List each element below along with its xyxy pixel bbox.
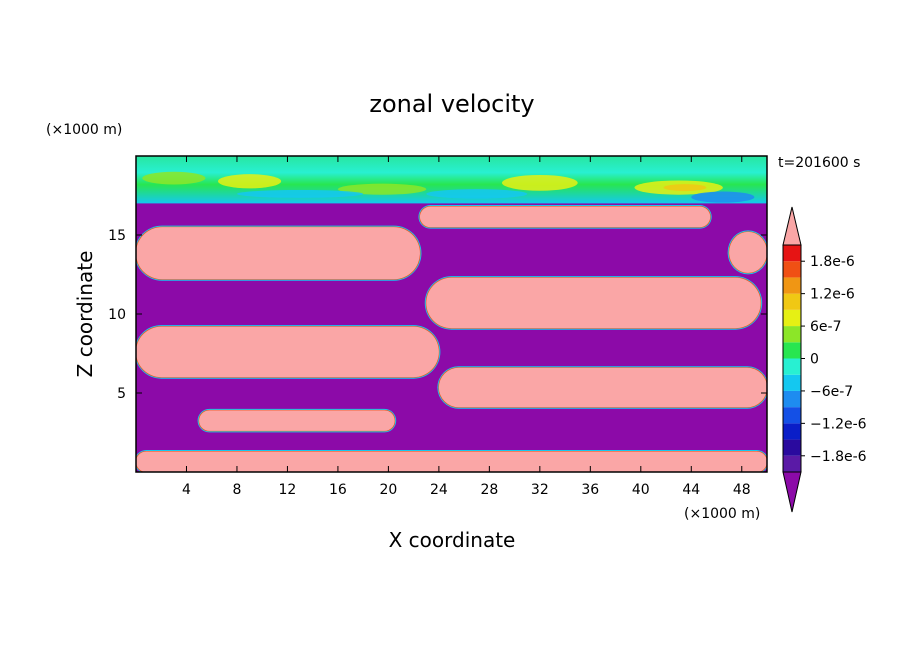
colorbar-label: 1.2e-6 [810, 287, 855, 303]
colorbar-swatch [783, 358, 801, 375]
x-tick-label: 44 [682, 482, 700, 498]
colorbar-label: −1.2e-6 [810, 416, 867, 432]
colorbar-swatch [783, 455, 801, 472]
upper-band-blob [501, 174, 578, 191]
colorbar-swatch [783, 245, 801, 262]
colorbar-swatch [783, 423, 801, 440]
colorbar-swatch [783, 390, 801, 408]
colorbar-label: 0 [810, 352, 819, 368]
x-axis-ticks: 4 8 12 16 20 24 28 32 36 40 44 48 [182, 156, 751, 498]
colorbar-label: 6e-7 [810, 319, 841, 335]
colorbar-swatch [783, 309, 801, 327]
positive-cell [424, 276, 763, 330]
x-tick-label: 12 [279, 482, 297, 498]
x-axis-label: X coordinate [389, 528, 516, 552]
y-unit-label: (×1000 m) [46, 122, 122, 138]
colorbar-label: −1.8e-6 [810, 449, 867, 465]
positive-cell [136, 325, 441, 379]
positive-cell [437, 366, 767, 409]
colorbar-swatch [783, 293, 801, 310]
chart-title: zonal velocity [369, 90, 534, 118]
x-unit-label: (×1000 m) [684, 506, 760, 522]
x-tick-label: 32 [531, 482, 549, 498]
upper-band-blob [663, 184, 707, 192]
x-tick-label: 20 [379, 482, 397, 498]
positive-cell [136, 225, 422, 281]
time-label: t=201600 s [778, 155, 860, 171]
positive-cell [727, 230, 767, 275]
upper-band-blob [691, 191, 755, 203]
positive-cell [197, 408, 397, 433]
x-tick-label: 36 [581, 482, 599, 498]
positive-cell [418, 205, 712, 229]
upper-band-blob [236, 189, 364, 198]
y-tick-label: 5 [117, 386, 126, 402]
y-axis-label: Z coordinate [73, 251, 97, 378]
x-tick-label: 48 [733, 482, 751, 498]
y-tick-label: 15 [108, 228, 126, 244]
contour-fields [136, 156, 767, 472]
upper-band-blob [426, 189, 528, 199]
x-tick-label: 24 [430, 482, 448, 498]
colorbar-swatch [783, 439, 801, 456]
colorbar-swatch [783, 277, 801, 294]
colorbar-swatch [783, 326, 801, 343]
x-tick-label: 28 [480, 482, 498, 498]
colorbar-swatch [783, 342, 801, 359]
upper-band-blob [218, 174, 282, 189]
positive-cell [136, 449, 767, 472]
colorbar: 1.8e-6 1.2e-6 6e-7 0 −6e-7 −1.2e-6 −1.8e-6 [782, 206, 867, 513]
x-tick-label: 4 [182, 482, 191, 498]
colorbar-under-arrow [782, 471, 802, 513]
colorbar-swatch [783, 261, 801, 278]
colorbar-swatch [783, 374, 801, 391]
y-tick-label: 10 [108, 307, 126, 323]
upper-band-blob [337, 183, 427, 195]
y-axis-ticks: 5 10 15 [108, 228, 767, 402]
x-tick-label: 40 [632, 482, 650, 498]
upper-band-blob [142, 171, 206, 185]
colorbar-label: 1.8e-6 [810, 254, 855, 270]
colorbar-swatch [783, 407, 801, 424]
x-tick-label: 8 [232, 482, 241, 498]
colorbar-label: −6e-7 [810, 384, 853, 400]
colorbar-over-arrow [782, 206, 802, 246]
x-tick-label: 16 [329, 482, 347, 498]
